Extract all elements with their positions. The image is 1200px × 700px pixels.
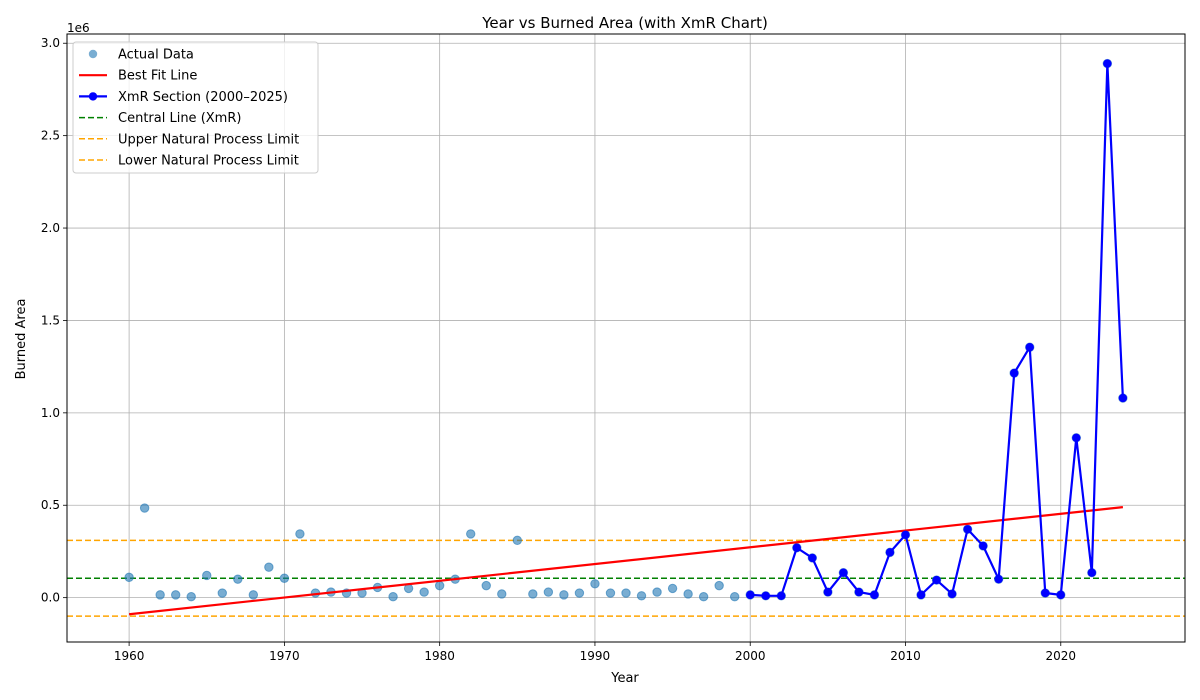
legend-label: Actual Data	[118, 48, 194, 63]
xmr-point	[1118, 393, 1128, 403]
actual-data-point	[512, 535, 523, 546]
xmr-point	[1025, 343, 1034, 352]
y-tick-label: 3.0	[41, 36, 60, 50]
actual-data-point	[621, 588, 631, 598]
xmr-point	[916, 590, 926, 600]
legend-entry: XmR Section (2000–2025)	[79, 90, 288, 105]
xmr-point	[901, 530, 910, 540]
actual-data-point	[528, 589, 538, 599]
actual-data-point	[543, 587, 554, 597]
chart-title: Year vs Burned Area (with XmR Chart)	[481, 14, 768, 32]
actual-data-point	[698, 592, 709, 602]
xmr-point	[746, 590, 755, 600]
xmr-point	[808, 553, 817, 563]
actual-data-point	[652, 587, 662, 597]
x-tick-label: 1960	[114, 649, 145, 663]
xmr-point	[963, 525, 972, 534]
y-tick-label: 2.0	[41, 221, 60, 235]
xmr-point	[777, 591, 786, 600]
actual-data-point	[295, 529, 305, 539]
actual-data-point	[559, 590, 569, 600]
actual-data-point	[481, 580, 491, 591]
xmr-point	[854, 587, 864, 597]
legend-label: Lower Natural Process Limit	[118, 154, 299, 169]
actual-data-point	[233, 574, 243, 584]
x-tick-label: 1970	[269, 649, 300, 663]
xmr-point	[839, 568, 848, 577]
legend-label: Upper Natural Process Limit	[118, 132, 299, 147]
best-fit-line	[128, 506, 1124, 616]
legend-box	[72, 41, 319, 174]
legend-label: Central Line (XmR)	[118, 111, 241, 126]
xmr-point	[994, 574, 1003, 584]
data-layer	[124, 58, 1128, 616]
xmr-point	[1087, 568, 1097, 577]
actual-data-point	[590, 579, 600, 589]
actual-data-point	[714, 580, 724, 591]
y-tick-label: 2.5	[41, 129, 60, 143]
xmr-point	[932, 575, 941, 585]
xmr-point	[1103, 59, 1112, 68]
actual-data-point	[729, 592, 740, 602]
y-axis-offset-text: 1e6	[67, 21, 90, 35]
xmr-point	[792, 543, 802, 552]
legend-entry: Lower Natural Process Limit	[79, 154, 299, 169]
actual-data-point	[248, 590, 259, 600]
xmr-point	[870, 590, 879, 600]
x-axis-label: Year	[610, 671, 639, 686]
actual-data-point	[434, 580, 445, 591]
x-tick-label: 2000	[735, 649, 766, 663]
xmr-point	[1009, 368, 1019, 378]
actual-data-point	[264, 562, 274, 572]
x-tick-label: 1980	[424, 649, 455, 663]
legend-entry: Best Fit Line	[79, 69, 197, 84]
actual-data-point	[636, 591, 647, 601]
y-axis-label: Burned Area	[14, 299, 29, 380]
actual-data-point	[466, 529, 476, 539]
x-tick-label: 2010	[890, 649, 921, 663]
actual-data-point	[388, 592, 398, 602]
actual-data-point	[497, 589, 507, 599]
legend-entry: Central Line (XmR)	[79, 111, 241, 126]
actual-data-point	[683, 589, 693, 599]
legend-label: Best Fit Line	[118, 69, 197, 84]
actual-data-point	[217, 588, 227, 598]
legend-marker-actual	[88, 49, 98, 59]
legend-entry: Upper Natural Process Limit	[79, 132, 299, 147]
xmr-point	[1056, 590, 1065, 600]
y-tick-label: 1.5	[41, 313, 60, 327]
xmr-point	[1072, 433, 1081, 442]
y-tick-label: 1.0	[41, 406, 60, 420]
xmr-point	[761, 591, 770, 600]
xmr-point	[978, 541, 988, 551]
legend: Actual Data Best Fit Line XmR Section (200…	[72, 41, 319, 174]
y-tick-label: 0.0	[41, 591, 60, 605]
actual-data-point	[124, 572, 134, 583]
xmr-point	[947, 589, 957, 599]
legend-label: XmR Section (2000–2025)	[118, 90, 288, 105]
x-tick-label: 2020	[1046, 649, 1077, 663]
y-tick-label: 0.5	[41, 498, 60, 512]
actual-data-point	[279, 573, 290, 583]
ticks: 1960 1970 1980 1990 2000 2010 2020 0.0 0.5 1.0 1.5…	[41, 36, 1076, 663]
xmr-point	[823, 587, 833, 597]
actual-data-point	[186, 592, 196, 602]
actual-data-point	[667, 583, 678, 594]
xmr-point	[1041, 588, 1050, 598]
xmr-point	[885, 548, 895, 557]
x-tick-label: 1990	[580, 649, 611, 663]
actual-data-point	[574, 588, 585, 598]
actual-data-point	[202, 570, 212, 581]
legend-marker-xmr	[88, 92, 98, 101]
plot-frame	[66, 33, 1186, 643]
actual-data-point	[155, 590, 165, 600]
legend-entry: Actual Data	[88, 48, 194, 63]
actual-data-point	[419, 587, 429, 597]
actual-data-point	[139, 503, 150, 513]
actual-data-point	[605, 588, 616, 598]
actual-data-point	[170, 590, 181, 600]
